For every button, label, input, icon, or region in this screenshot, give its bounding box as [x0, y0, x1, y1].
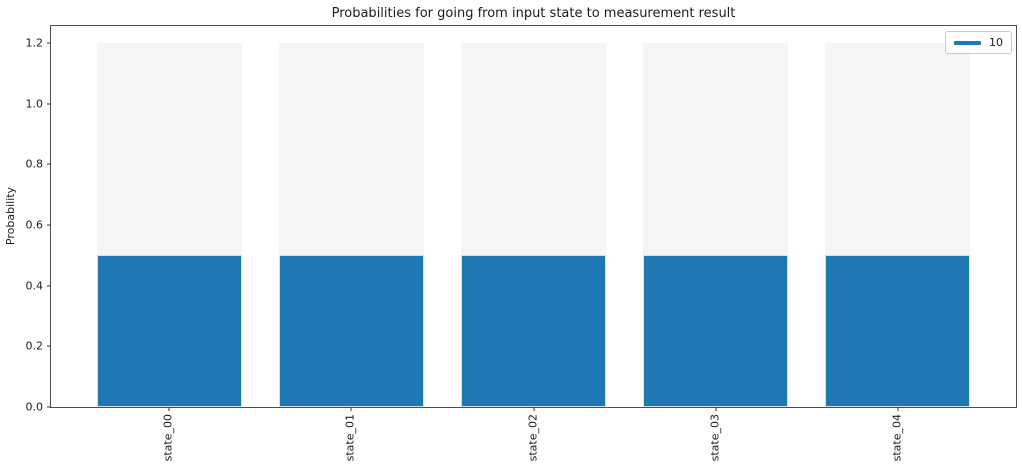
y-tick-label: 0.0	[25, 400, 44, 414]
chart-title: Probabilities for going from input state…	[331, 6, 736, 21]
x-tick	[897, 407, 899, 411]
y-tick-label: 0.6	[25, 218, 44, 232]
x-tick-label: state_00	[162, 414, 176, 462]
y-tick	[47, 103, 51, 105]
x-tick-label: state_02	[526, 414, 540, 462]
bar-10-state_01	[278, 255, 425, 407]
x-tick	[350, 407, 352, 411]
x-tick-label: state_01	[344, 414, 358, 462]
x-tick-label: state_04	[890, 414, 904, 462]
y-tick	[47, 345, 51, 347]
x-tick	[715, 407, 717, 411]
y-tick-label: 0.2	[25, 339, 44, 353]
x-tick	[533, 407, 534, 411]
y-tick-label: 1.2	[25, 36, 44, 50]
y-tick-label: 0.4	[25, 279, 44, 293]
legend-line-swatch	[954, 40, 981, 45]
bar-10-state_02	[460, 255, 607, 407]
x-tick-label-text: state_04	[890, 414, 904, 462]
y-tick-label: 0.8	[25, 157, 44, 171]
y-tick	[47, 285, 51, 287]
y-axis-label: Probability	[4, 186, 17, 246]
y-axis-ticks: 0.0 0.2 0.4 0.6 0.8 1.0 1.2	[26, 26, 1016, 413]
y-axis-label-wrap: Probability	[4, 186, 18, 246]
legend-entry: 10	[954, 36, 1003, 49]
plot-area: 0.0 0.2 0.4 0.6 0.8 1.0 1.2 state_00 state_01 st…	[26, 25, 1017, 461]
x-tick-label-text: state_01	[344, 414, 358, 462]
bars-layer	[51, 26, 1016, 407]
bar-10-state_04	[824, 255, 971, 407]
y-tick	[47, 224, 51, 226]
legend: 10	[945, 31, 1012, 55]
y-tick	[47, 406, 51, 408]
legend-label: 10	[989, 36, 1003, 49]
bar-10-state_03	[642, 255, 789, 407]
bar-10-state_00	[96, 255, 243, 407]
x-tick-label-text: state_00	[162, 414, 176, 462]
y-tick	[47, 163, 51, 165]
x-tick	[168, 407, 170, 411]
x-tick-label-text: state_02	[526, 414, 540, 462]
y-tick	[47, 42, 51, 44]
x-tick-label: state_03	[708, 414, 722, 462]
x-tick-label-text: state_03	[708, 414, 722, 462]
y-tick-label: 1.0	[25, 97, 44, 111]
